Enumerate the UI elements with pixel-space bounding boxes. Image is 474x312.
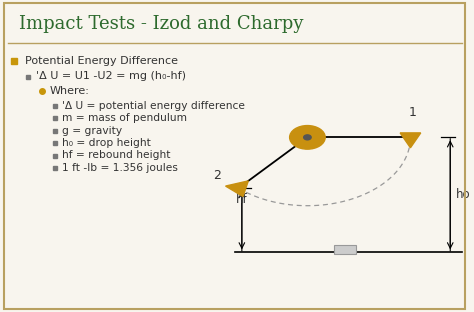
Text: m = mass of pendulum: m = mass of pendulum: [62, 113, 187, 123]
Text: Where:: Where:: [50, 86, 90, 96]
Text: hf: hf: [236, 193, 247, 206]
Text: hf = rebound height: hf = rebound height: [62, 150, 170, 160]
Circle shape: [304, 135, 311, 140]
Polygon shape: [226, 181, 248, 197]
Text: ho: ho: [456, 188, 471, 201]
Circle shape: [290, 125, 325, 149]
Text: 'Δ U = U1 -U2 = mg (h₀-hf): 'Δ U = U1 -U2 = mg (h₀-hf): [36, 71, 186, 81]
Text: Impact Tests - Izod and Charpy: Impact Tests - Izod and Charpy: [19, 15, 304, 33]
Text: 1: 1: [409, 106, 417, 119]
Text: g = gravity: g = gravity: [62, 125, 122, 135]
Text: 1 ft -lb = 1.356 joules: 1 ft -lb = 1.356 joules: [62, 163, 177, 173]
Text: 'Δ U = potential energy difference: 'Δ U = potential energy difference: [62, 101, 245, 111]
Text: Potential Energy Difference: Potential Energy Difference: [25, 56, 178, 66]
Polygon shape: [400, 133, 421, 148]
Text: h₀ = drop height: h₀ = drop height: [62, 138, 150, 148]
Text: 2: 2: [213, 169, 221, 182]
FancyBboxPatch shape: [334, 246, 356, 254]
